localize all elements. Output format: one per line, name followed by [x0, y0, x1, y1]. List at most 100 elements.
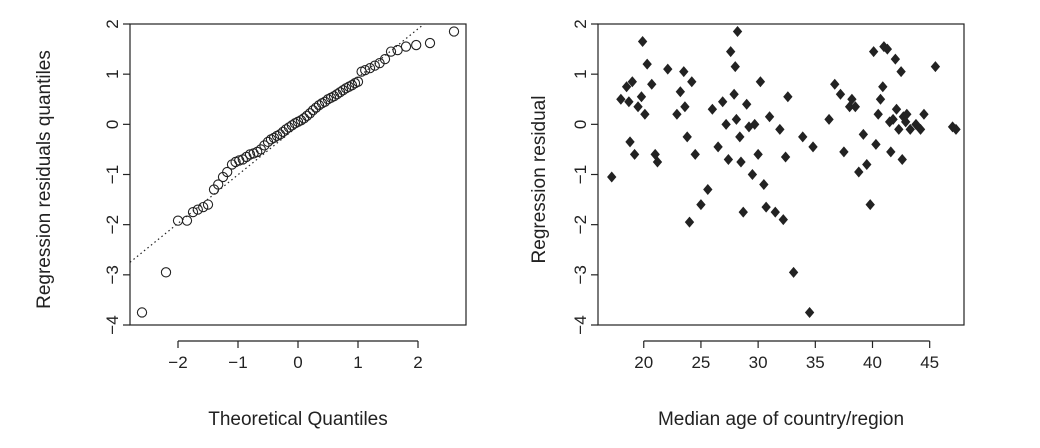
- age-data-point: [735, 131, 745, 143]
- age-data-point: [738, 206, 748, 218]
- age-data-point: [730, 61, 740, 73]
- age-data-point: [844, 101, 855, 113]
- age-data-point: [680, 101, 690, 113]
- age-data-point: [690, 148, 700, 160]
- qq-y-tick-label: 0: [103, 120, 122, 129]
- qq-data-point: [346, 80, 358, 91]
- age-data-point: [633, 101, 643, 113]
- age-data-point: [732, 26, 743, 38]
- age-data-point: [930, 61, 941, 73]
- qq-data-point: [187, 206, 199, 218]
- age-data-point: [650, 148, 660, 160]
- qq-data-point: [198, 201, 209, 213]
- age-y-tick-label: −1: [571, 165, 590, 184]
- age-data-point: [780, 151, 791, 163]
- age-data-point: [808, 141, 818, 153]
- age-data-point: [675, 86, 686, 98]
- age-data-point: [858, 128, 869, 140]
- age-data-point: [875, 93, 886, 105]
- qq-data-point: [301, 110, 313, 121]
- age-data-point: [879, 41, 889, 53]
- age-data-point: [888, 113, 898, 125]
- qq-data-point: [313, 100, 325, 111]
- qq-x-tick-label: 2: [413, 353, 422, 372]
- qq-data-point: [400, 41, 412, 52]
- qq-x-tick-label: 1: [353, 353, 362, 372]
- qq-data-point: [268, 132, 280, 144]
- qq-data-point: [411, 39, 422, 51]
- qq-data-point: [160, 267, 172, 278]
- age-data-point: [871, 138, 881, 150]
- qq-x-axis-title: Theoretical Quantiles: [208, 409, 388, 430]
- qq-data-point: [192, 204, 203, 215]
- qq-data-point: [352, 76, 364, 87]
- age-x-tick-label: 35: [806, 353, 825, 372]
- qq-data-point: [360, 65, 371, 76]
- age-data-point: [915, 123, 926, 135]
- age-data-point: [640, 108, 650, 120]
- age-data-point: [868, 46, 879, 58]
- age-data-point: [629, 148, 640, 160]
- age-data-point: [627, 76, 637, 88]
- age-data-point: [830, 78, 840, 90]
- age-y-tick-label: −4: [571, 315, 590, 334]
- age-data-point: [884, 116, 895, 128]
- qq-y-tick-label: −3: [103, 265, 122, 284]
- age-y-tick-label: −2: [571, 215, 590, 234]
- age-data-point: [755, 76, 766, 88]
- age-data-point: [886, 146, 896, 158]
- age-x-tick-label: 25: [691, 353, 710, 372]
- qq-data-point: [181, 215, 193, 226]
- residual-vs-age-panel: −4 −3 −2 −1 0 1 2 20 25 30 35 40 45 Median age of cou…: [529, 19, 965, 430]
- age-data-point: [607, 171, 617, 183]
- qq-data-point: [286, 120, 298, 131]
- qq-y-tick-label: 1: [103, 69, 122, 78]
- qq-data-point: [364, 62, 376, 74]
- age-data-point: [850, 101, 861, 113]
- age-data-point: [713, 141, 723, 153]
- age-data-point: [721, 118, 731, 130]
- qq-data-point: [259, 140, 270, 151]
- age-plot-frame: [597, 23, 965, 326]
- qq-plot-panel: −4 −3 −2 −1 0 1 2 −2 −1 0 1 2 Theoretical Quantiles R…: [34, 19, 467, 430]
- age-data-point: [804, 306, 815, 318]
- age-data-point: [624, 96, 634, 108]
- age-data-point: [788, 266, 799, 278]
- age-data-point: [783, 91, 793, 103]
- qq-data-point: [392, 44, 403, 56]
- age-data-point: [736, 156, 746, 168]
- age-data-point: [824, 113, 834, 125]
- age-data-point: [696, 199, 706, 211]
- age-data-point: [753, 148, 763, 160]
- age-x-tick-label: 45: [920, 353, 939, 372]
- age-data-point: [637, 36, 648, 48]
- age-data-point: [847, 93, 857, 105]
- qq-data-point: [213, 179, 224, 190]
- age-data-point: [750, 118, 760, 130]
- age-data-point: [687, 76, 697, 88]
- age-data-point: [717, 96, 728, 108]
- age-data-point: [770, 206, 780, 218]
- age-data-point: [835, 88, 846, 100]
- qq-y-tick-label: −4: [103, 315, 122, 334]
- qq-data-point: [172, 215, 184, 226]
- age-data-point: [742, 98, 752, 110]
- age-x-tick-label: 40: [863, 353, 882, 372]
- age-data-point: [672, 108, 682, 120]
- age-y-tick-label: 1: [571, 69, 590, 78]
- age-data-point: [897, 153, 907, 165]
- age-data-point: [839, 146, 849, 158]
- qq-data-point: [274, 129, 286, 140]
- age-data-point: [919, 108, 929, 120]
- age-data-point: [682, 131, 692, 143]
- age-data-point: [747, 169, 758, 180]
- age-data-point: [865, 199, 875, 211]
- qq-x-tick-label: −2: [168, 353, 187, 372]
- qq-x-tick-label: 0: [293, 353, 302, 372]
- age-data-point: [707, 103, 718, 115]
- qq-y-axis-title: Regression residuals quantiles: [34, 50, 55, 309]
- qq-y-tick-label: −2: [103, 215, 122, 234]
- age-data-point: [729, 88, 739, 100]
- qq-data-point: [252, 146, 263, 158]
- qq-data-point: [304, 108, 316, 119]
